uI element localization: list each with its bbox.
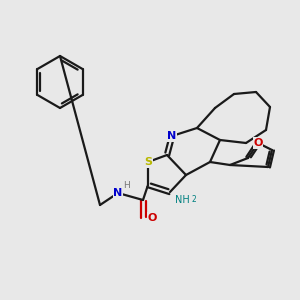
Text: O: O <box>147 213 157 223</box>
Text: N: N <box>113 188 123 198</box>
Text: H: H <box>124 182 130 190</box>
Text: O: O <box>253 138 263 148</box>
Text: NH: NH <box>175 195 189 205</box>
Text: S: S <box>144 157 152 167</box>
Text: N: N <box>167 131 177 141</box>
Text: 2: 2 <box>192 196 197 205</box>
